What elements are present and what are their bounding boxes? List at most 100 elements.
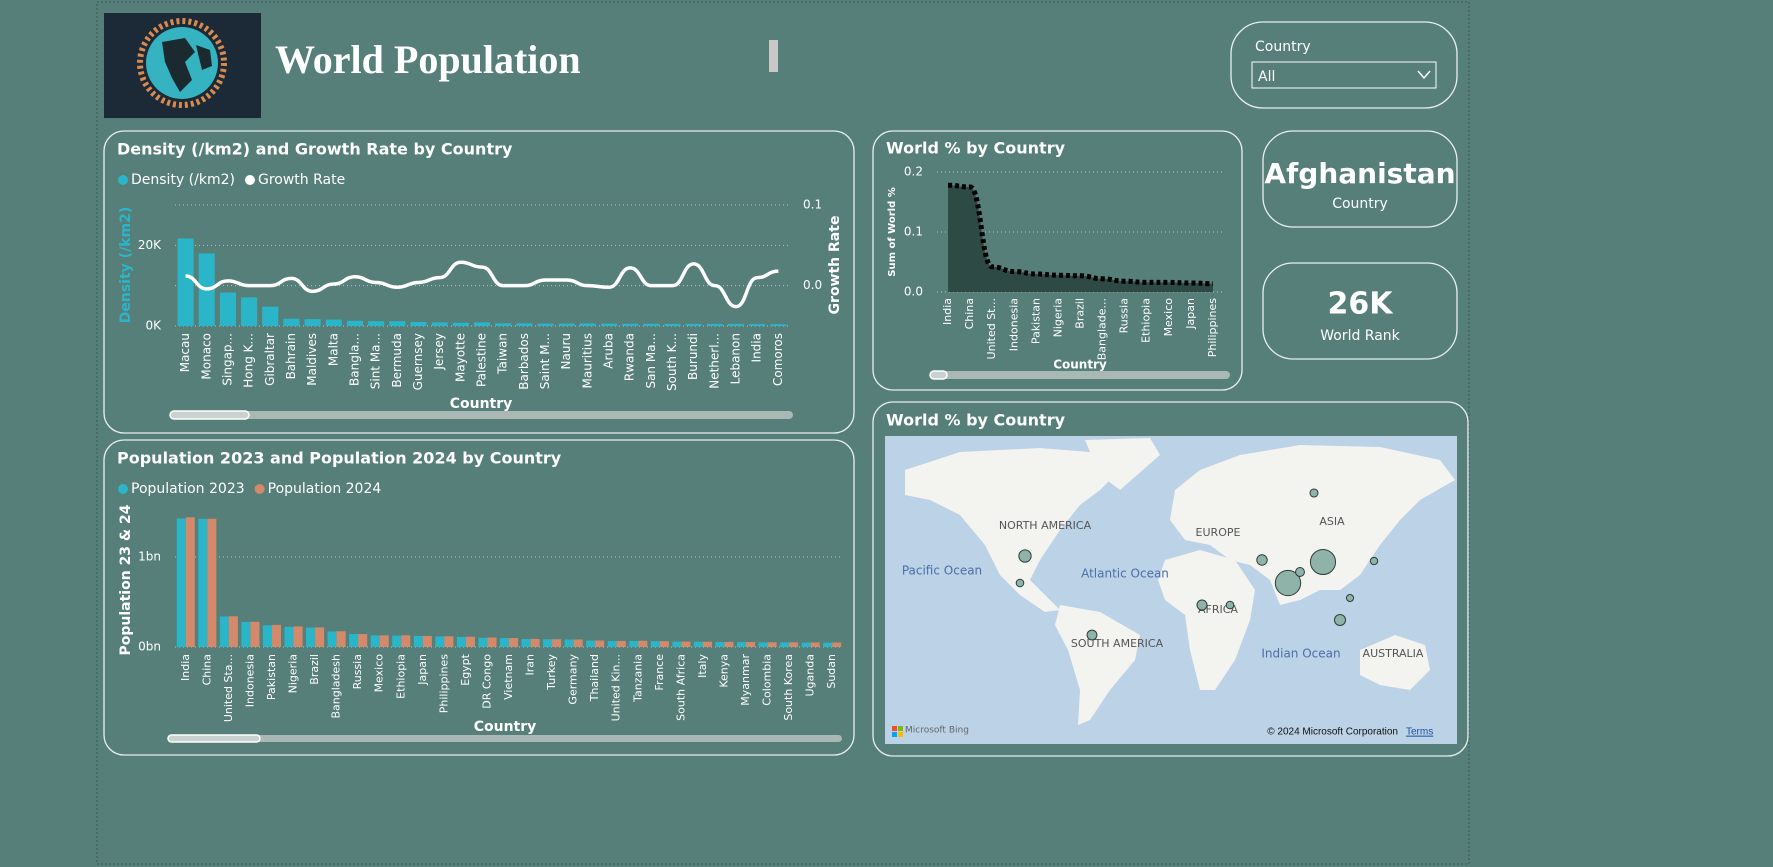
bar — [552, 639, 562, 647]
y-axis-title: Density (/km2) — [118, 207, 134, 323]
region-label: SOUTH AMERICA — [1071, 637, 1164, 650]
bar — [327, 631, 337, 647]
map-bubble — [1345, 593, 1355, 603]
x-tick-label: Monaco — [199, 333, 213, 380]
chart-panel — [103, 130, 855, 434]
x-tick-label: Saint M... — [538, 333, 552, 389]
x-tick-label: United Kin... — [610, 654, 623, 721]
bar — [473, 322, 491, 326]
legend-label: Growth Rate — [258, 172, 345, 188]
x-axis-title: Country — [1053, 358, 1107, 372]
dropdown-chevron — [1417, 70, 1431, 80]
bar — [715, 642, 725, 647]
x-axis-title: Country — [474, 719, 537, 735]
x-tick-label: Lebanon — [729, 333, 743, 384]
x-tick-label: Tanzania — [631, 654, 644, 703]
map-terms[interactable]: Terms — [1406, 727, 1433, 738]
x-tick-label: China — [963, 298, 976, 329]
page-title: World Population — [275, 37, 581, 82]
bar — [681, 641, 691, 647]
tick-label: 1bn — [138, 550, 161, 564]
x-tick-label: Russia — [351, 654, 364, 689]
slicer-value[interactable]: All — [1258, 69, 1275, 85]
slicer-dropdown[interactable] — [1251, 61, 1437, 89]
x-tick-label: Italy — [696, 654, 709, 678]
x-tick-label: Mexico — [1162, 298, 1175, 337]
x-tick-label: India — [179, 654, 192, 681]
x-tick-label: Hong K... — [242, 333, 256, 388]
bar — [595, 640, 605, 647]
map-bubble — [1309, 548, 1337, 576]
scrollbar[interactable] — [930, 371, 1230, 379]
bar — [456, 636, 466, 647]
x-tick-label: Aruba — [602, 333, 616, 369]
x-tick-label: Pakistan — [1029, 298, 1042, 344]
bar — [543, 639, 553, 647]
region-label: EUROPE — [1196, 526, 1241, 539]
scrollbar[interactable] — [168, 735, 842, 742]
legend-label: Population 2023 — [131, 481, 245, 497]
scroll-thumb[interactable] — [929, 370, 948, 380]
x-tick-label: Japan — [416, 654, 429, 686]
decor-bar — [769, 40, 778, 72]
x-tick-label: France — [653, 654, 666, 691]
bar — [573, 639, 583, 647]
card-label: World Rank — [1320, 328, 1400, 344]
map-base — [885, 436, 1457, 744]
x-tick-label: Comoros — [771, 333, 785, 386]
x-tick-label: Guernsey — [411, 333, 425, 390]
x-tick-label: China — [200, 654, 213, 685]
region-label: NORTH AMERICA — [999, 519, 1092, 532]
legend-marker — [118, 484, 128, 494]
bar — [250, 621, 260, 647]
card-panel — [1262, 130, 1458, 228]
x-tick-label: Kenya — [717, 654, 730, 688]
bar — [629, 640, 639, 647]
bar — [724, 641, 734, 647]
x-tick-label: United Sta... — [222, 654, 235, 722]
map-bubble — [1196, 599, 1208, 611]
bar — [643, 323, 660, 326]
x-tick-label: Nigeria — [287, 654, 300, 693]
bar — [728, 323, 745, 326]
x-tick-label: Colombia — [761, 654, 774, 706]
legend-label: Density (/km2) — [131, 172, 235, 188]
scroll-thumb[interactable] — [167, 734, 261, 743]
x-tick-label: Vietnam — [502, 654, 515, 700]
bar — [198, 518, 208, 647]
bar — [780, 642, 790, 647]
x-tick-label: Turkey — [545, 654, 558, 691]
bar — [478, 637, 488, 647]
bar — [706, 323, 723, 326]
chart-title: World % by Country — [886, 411, 1066, 430]
map-bubble — [1018, 549, 1032, 563]
x-tick-label: Uganda — [804, 654, 817, 696]
scroll-thumb[interactable] — [169, 410, 250, 420]
tick-label: 0.1 — [803, 198, 822, 212]
line — [185, 260, 779, 309]
bar — [664, 323, 681, 326]
ocean-label: Indian Ocean — [1261, 647, 1340, 661]
bar — [521, 638, 531, 647]
x-tick-label: Ethiopia — [1140, 298, 1153, 343]
bar — [537, 323, 554, 326]
bar — [516, 323, 533, 326]
chart-panel — [872, 130, 1243, 391]
bar — [219, 292, 236, 326]
bar — [368, 321, 385, 326]
bar — [241, 297, 258, 326]
x-tick-label: Mexico — [373, 654, 386, 693]
bar — [349, 634, 359, 647]
bar — [346, 320, 364, 326]
map-bubble — [1256, 554, 1268, 566]
card-label: Country — [1332, 196, 1388, 212]
legend-label: Population 2024 — [268, 481, 382, 497]
x-tick-label: Indonesia — [243, 654, 256, 707]
x-tick-label: Brazil — [1074, 298, 1087, 329]
x-tick-label: Singap... — [220, 333, 234, 386]
x-tick-label: Pakistan — [265, 654, 278, 700]
legend-marker — [244, 175, 255, 185]
x-tick-label: Indonesia — [1007, 298, 1020, 351]
bar — [431, 322, 448, 326]
scrollbar[interactable] — [170, 411, 793, 419]
